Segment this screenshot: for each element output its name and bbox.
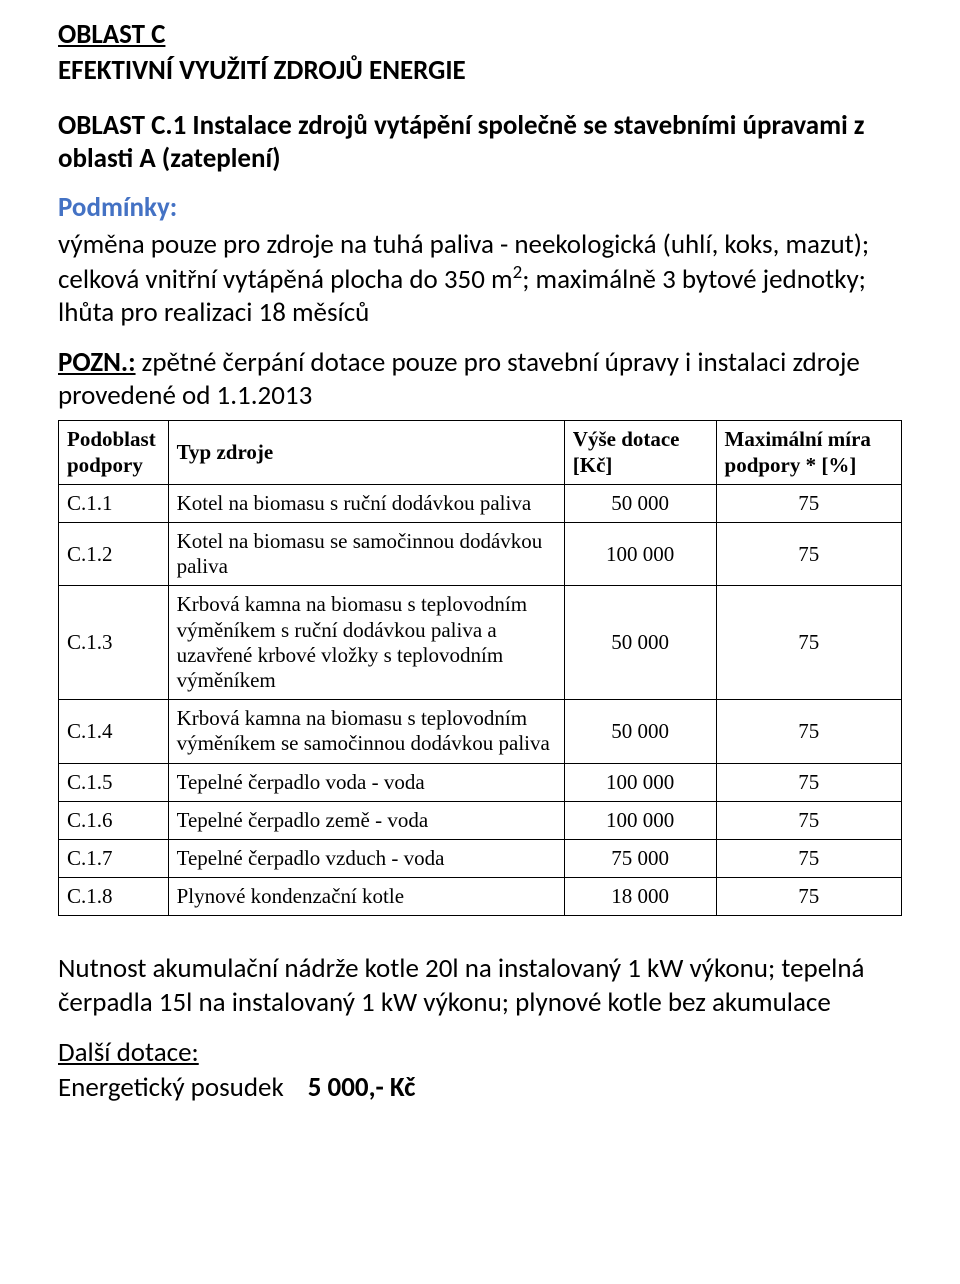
accumulation-text: Nutnost akumulační nádrže kotle 20l na i…	[58, 952, 902, 1018]
table-header-amount-b: [Kč]	[573, 453, 613, 477]
cell-code: C.1.8	[59, 878, 169, 916]
table-body: C.1.1 Kotel na biomasu s ruční dodávkou …	[59, 484, 902, 915]
note-label: POZN.:	[58, 346, 136, 379]
conditions-label: Podmínky:	[58, 191, 902, 224]
cell-amount: 75 000	[564, 839, 716, 877]
table-header-suboblast: Podoblast podpory	[59, 421, 169, 484]
table-row: C.1.7 Tepelné čerpadlo vzduch - voda 75 …	[59, 839, 902, 877]
cell-rate: 75	[716, 484, 901, 522]
cell-amount: 100 000	[564, 801, 716, 839]
cell-type: Kotel na biomasu se samočinnou dodávkou …	[168, 523, 564, 586]
cell-type: Tepelné čerpadlo vzduch - voda	[168, 839, 564, 877]
cell-amount: 50 000	[564, 484, 716, 522]
cell-type: Krbová kamna na biomasu s teplovodním vý…	[168, 586, 564, 700]
table-header-amount: Výše dotace [Kč]	[564, 421, 716, 484]
table-row: C.1.5 Tepelné čerpadlo voda - voda 100 0…	[59, 763, 902, 801]
cell-code: C.1.4	[59, 700, 169, 763]
area-subtitle: EFEKTIVNÍ VYUŽITÍ ZDROJŮ ENERGIE	[58, 54, 902, 87]
cell-type: Kotel na biomasu s ruční dodávkou paliva	[168, 484, 564, 522]
table-header-rate-b: podpory * [%]	[725, 453, 857, 477]
cell-rate: 75	[716, 839, 901, 877]
conditions-superscript: 2	[513, 261, 523, 284]
cell-type: Tepelné čerpadlo voda - voda	[168, 763, 564, 801]
cell-type: Plynové kondenzační kotle	[168, 878, 564, 916]
table-row: C.1.6 Tepelné čerpadlo země - voda 100 0…	[59, 801, 902, 839]
further-subsidies-label: Další dotace:	[58, 1036, 902, 1069]
area-heading: OBLAST C	[58, 18, 902, 51]
conditions-text: výměna pouze pro zdroje na tuhá paliva -…	[58, 228, 902, 330]
cell-amount: 100 000	[564, 523, 716, 586]
table-header-suboblast-b: podpory	[67, 453, 143, 477]
cell-amount: 50 000	[564, 700, 716, 763]
cell-code: C.1.2	[59, 523, 169, 586]
cell-code: C.1.5	[59, 763, 169, 801]
table-header-suboblast-a: Podoblast	[67, 427, 156, 451]
cell-code: C.1.7	[59, 839, 169, 877]
table-row: C.1.3 Krbová kamna na biomasu s teplovod…	[59, 586, 902, 700]
table-row: C.1.8 Plynové kondenzační kotle 18 000 7…	[59, 878, 902, 916]
cell-type: Tepelné čerpadlo země - voda	[168, 801, 564, 839]
table-row: C.1.1 Kotel na biomasu s ruční dodávkou …	[59, 484, 902, 522]
table-header-rate: Maximální míra podpory * [%]	[716, 421, 901, 484]
table-row: C.1.2 Kotel na biomasu se samočinnou dod…	[59, 523, 902, 586]
energy-audit-amount: 5 000,- Kč	[308, 1071, 416, 1104]
energy-audit-line: Energetický posudek 5 000,- Kč	[58, 1071, 902, 1104]
cell-rate: 75	[716, 763, 901, 801]
cell-rate: 75	[716, 700, 901, 763]
subsidy-table: Podoblast podpory Typ zdroje Výše dotace…	[58, 420, 902, 916]
cell-code: C.1.3	[59, 586, 169, 700]
cell-rate: 75	[716, 523, 901, 586]
table-header-row: Podoblast podpory Typ zdroje Výše dotace…	[59, 421, 902, 484]
table-header-amount-a: Výše dotace	[573, 427, 680, 451]
page: OBLAST C EFEKTIVNÍ VYUŽITÍ ZDROJŮ ENERGI…	[0, 0, 960, 1284]
cell-rate: 75	[716, 586, 901, 700]
section-title: OBLAST C.1 Instalace zdrojů vytápění spo…	[58, 109, 902, 175]
cell-amount: 50 000	[564, 586, 716, 700]
cell-amount: 100 000	[564, 763, 716, 801]
note-paragraph: POZN.: zpětné čerpání dotace pouze pro s…	[58, 347, 902, 413]
cell-rate: 75	[716, 878, 901, 916]
cell-code: C.1.1	[59, 484, 169, 522]
cell-type: Krbová kamna na biomasu s teplovodním vý…	[168, 700, 564, 763]
table-header-type: Typ zdroje	[168, 421, 564, 484]
cell-amount: 18 000	[564, 878, 716, 916]
table-header-rate-a: Maximální míra	[725, 427, 871, 451]
cell-code: C.1.6	[59, 801, 169, 839]
cell-rate: 75	[716, 801, 901, 839]
table-row: C.1.4 Krbová kamna na biomasu s teplovod…	[59, 700, 902, 763]
energy-audit-label: Energetický posudek	[58, 1071, 284, 1104]
note-text: zpětné čerpání dotace pouze pro stavební…	[58, 346, 860, 412]
